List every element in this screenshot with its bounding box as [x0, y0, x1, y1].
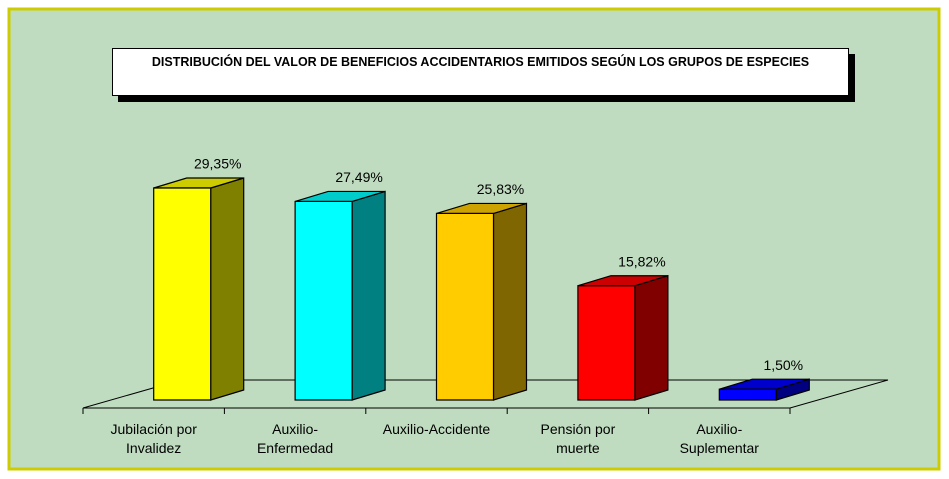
bar-face: [294, 200, 353, 401]
bar-face: [718, 388, 777, 401]
bar: [435, 202, 528, 401]
value-label: 27,49%: [335, 169, 382, 185]
value-label: 25,83%: [477, 181, 524, 197]
bar-face: [351, 190, 386, 401]
bar-face: [435, 212, 495, 401]
x-tick-label: Auxilio- Enfermedad: [256, 421, 334, 456]
bar: [294, 190, 386, 401]
value-label: 1,50%: [763, 357, 803, 373]
chart-title: DISTRIBUCIÓN DEL VALOR DE BENEFICIOS ACC…: [112, 48, 849, 96]
value-label: 15,82%: [618, 253, 665, 269]
bar-face: [153, 187, 212, 401]
bar: [153, 177, 245, 401]
bar-face: [634, 274, 669, 401]
bar-face: [577, 285, 636, 401]
bar-face: [210, 177, 245, 401]
bar-face: [492, 202, 528, 401]
bar: [577, 274, 669, 401]
x-tick-label: Pensión por muerte: [540, 421, 616, 456]
x-tick-label: Auxilio- Suplementar: [679, 421, 759, 456]
x-tick-label: Jubilación por Invalidez: [110, 421, 197, 456]
bar: [718, 378, 810, 401]
x-tick-label: Auxilio-Accidente: [382, 421, 491, 437]
floor: [82, 379, 889, 409]
value-label: 29,35%: [194, 156, 241, 172]
